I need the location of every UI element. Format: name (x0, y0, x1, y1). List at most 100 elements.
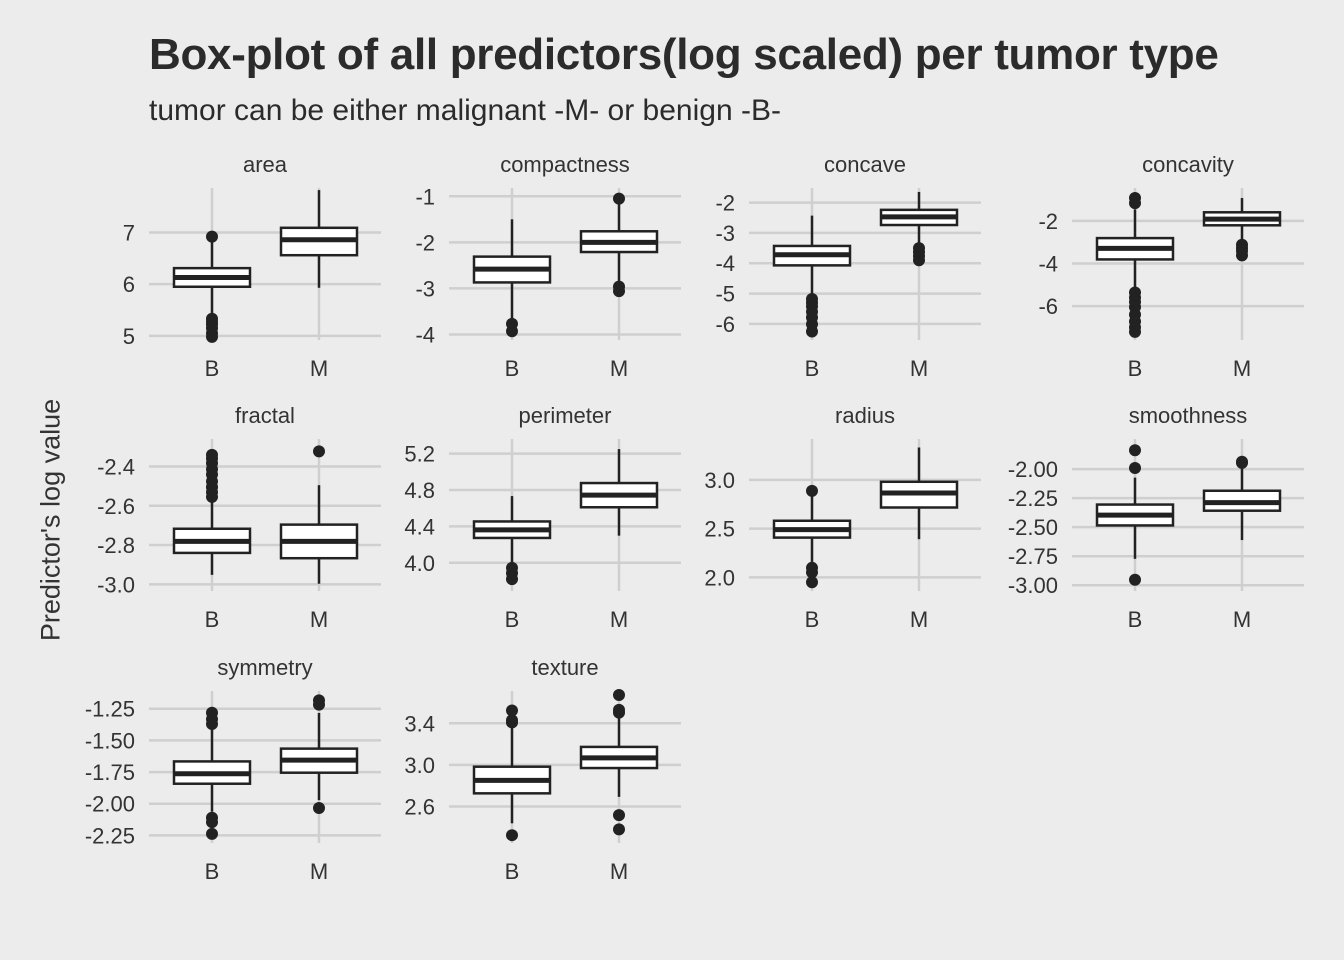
y-tick-label-concave: -4 (715, 251, 735, 276)
outlier-point-symmetry-B (206, 718, 218, 731)
x-tick-label-texture-B: B (505, 859, 520, 884)
facet-label-radius: radius (835, 403, 895, 428)
x-tick-label-symmetry-B: B (205, 859, 220, 884)
y-tick-label-perimeter: 4.4 (404, 514, 435, 539)
outlier-point-symmetry-M (313, 698, 325, 711)
y-tick-label-concavity: -2 (1038, 209, 1058, 234)
outlier-point-area-B (206, 330, 218, 343)
y-tick-label-concave: -5 (715, 282, 735, 307)
outlier-point-texture-B (506, 714, 518, 727)
outlier-point-symmetry-B (206, 827, 218, 840)
y-tick-label-radius: 2.5 (704, 517, 735, 542)
outlier-point-smoothness-B (1129, 573, 1141, 586)
y-tick-label-compactness: -4 (415, 322, 435, 347)
outlier-point-smoothness-B (1129, 462, 1141, 475)
outlier-point-radius-B (806, 566, 818, 579)
y-tick-label-texture: 3.4 (404, 711, 435, 736)
y-tick-label-perimeter: 4.0 (404, 551, 435, 576)
outlier-point-texture-B (506, 704, 518, 717)
x-tick-label-area-B: B (205, 356, 220, 381)
x-tick-label-concavity-B: B (1128, 356, 1143, 381)
y-tick-label-radius: 3.0 (704, 468, 735, 493)
y-tick-label-compactness: -1 (415, 184, 435, 209)
outlier-point-concave-B (806, 325, 818, 338)
outlier-point-fractal-M (313, 445, 325, 458)
outlier-point-concavity-B (1129, 197, 1141, 210)
y-tick-label-smoothness: -2.00 (1008, 457, 1058, 482)
x-tick-label-compactness-M: M (610, 356, 628, 381)
facet-label-smoothness: smoothness (1129, 403, 1248, 428)
outlier-point-texture-B (506, 829, 518, 842)
x-tick-label-fractal-M: M (310, 607, 328, 632)
y-tick-label-texture: 3.0 (404, 753, 435, 778)
y-tick-label-symmetry: -2.00 (85, 792, 135, 817)
y-tick-label-fractal: -2.6 (97, 494, 135, 519)
chart-title: Box-plot of all predictors(log scaled) p… (149, 30, 1219, 79)
outlier-point-fractal-B (206, 490, 218, 503)
y-tick-label-area: 6 (123, 272, 135, 297)
outlier-point-compactness-B (506, 325, 518, 338)
x-tick-label-texture-M: M (610, 859, 628, 884)
x-tick-label-symmetry-M: M (310, 859, 328, 884)
y-tick-label-area: 5 (123, 324, 135, 349)
facet-label-texture: texture (531, 655, 598, 680)
y-tick-label-perimeter: 5.2 (404, 442, 435, 467)
outlier-point-symmetry-B (206, 816, 218, 829)
outlier-point-texture-M (613, 703, 625, 716)
y-tick-label-symmetry: -2.25 (85, 823, 135, 848)
y-tick-label-radius: 2.0 (704, 565, 735, 590)
chart-subtitle: tumor can be either malignant -M- or ben… (149, 94, 781, 127)
y-tick-label-area: 7 (123, 220, 135, 245)
outlier-point-concavity-B (1129, 325, 1141, 338)
x-tick-label-fractal-B: B (205, 607, 220, 632)
outlier-point-texture-M (613, 688, 625, 701)
outlier-point-smoothness-B (1129, 444, 1141, 457)
x-tick-label-area-M: M (310, 356, 328, 381)
outlier-point-radius-B (806, 484, 818, 497)
x-tick-label-compactness-B: B (505, 356, 520, 381)
facet-label-compactness: compactness (500, 152, 630, 177)
outlier-point-perimeter-B (506, 573, 518, 586)
y-tick-label-concave: -6 (715, 312, 735, 337)
y-tick-label-fractal: -2.4 (97, 454, 135, 479)
y-tick-label-texture: 2.6 (404, 795, 435, 820)
x-tick-label-radius-B: B (805, 607, 820, 632)
outlier-point-texture-M (613, 809, 625, 822)
outlier-point-radius-B (806, 576, 818, 589)
y-tick-label-concavity: -4 (1038, 251, 1058, 276)
facet-label-area: area (243, 152, 288, 177)
y-tick-label-symmetry: -1.50 (85, 728, 135, 753)
outlier-point-compactness-M (613, 192, 625, 205)
y-tick-label-smoothness: -2.50 (1008, 515, 1058, 540)
y-tick-label-concave: -3 (715, 221, 735, 246)
outlier-point-compactness-M (613, 285, 625, 298)
x-tick-label-perimeter-M: M (610, 607, 628, 632)
y-tick-label-compactness: -2 (415, 230, 435, 255)
facet-label-concavity: concavity (1142, 152, 1234, 177)
outlier-point-smoothness-M (1236, 456, 1248, 469)
y-tick-label-smoothness: -2.75 (1008, 544, 1058, 569)
x-tick-label-concavity-M: M (1233, 356, 1251, 381)
outlier-point-symmetry-M (313, 802, 325, 815)
facet-label-symmetry: symmetry (217, 655, 312, 680)
y-tick-label-concavity: -6 (1038, 294, 1058, 319)
x-tick-label-smoothness-B: B (1128, 607, 1143, 632)
x-tick-label-radius-M: M (910, 607, 928, 632)
x-tick-label-smoothness-M: M (1233, 607, 1251, 632)
facet-label-perimeter: perimeter (519, 403, 612, 428)
outlier-point-area-B (206, 230, 218, 243)
y-tick-label-fractal: -3.0 (97, 572, 135, 597)
facet-label-concave: concave (824, 152, 906, 177)
y-tick-label-perimeter: 4.8 (404, 478, 435, 503)
facet-label-fractal: fractal (235, 403, 295, 428)
x-tick-label-concave-M: M (910, 356, 928, 381)
outlier-point-texture-M (613, 823, 625, 836)
outlier-point-concave-M (913, 254, 925, 267)
y-tick-label-symmetry: -1.75 (85, 760, 135, 785)
y-tick-label-compactness: -3 (415, 276, 435, 301)
y-tick-label-concave: -2 (715, 191, 735, 216)
y-tick-label-smoothness: -2.25 (1008, 486, 1058, 511)
x-tick-label-concave-B: B (805, 356, 820, 381)
y-tick-label-fractal: -2.8 (97, 533, 135, 558)
